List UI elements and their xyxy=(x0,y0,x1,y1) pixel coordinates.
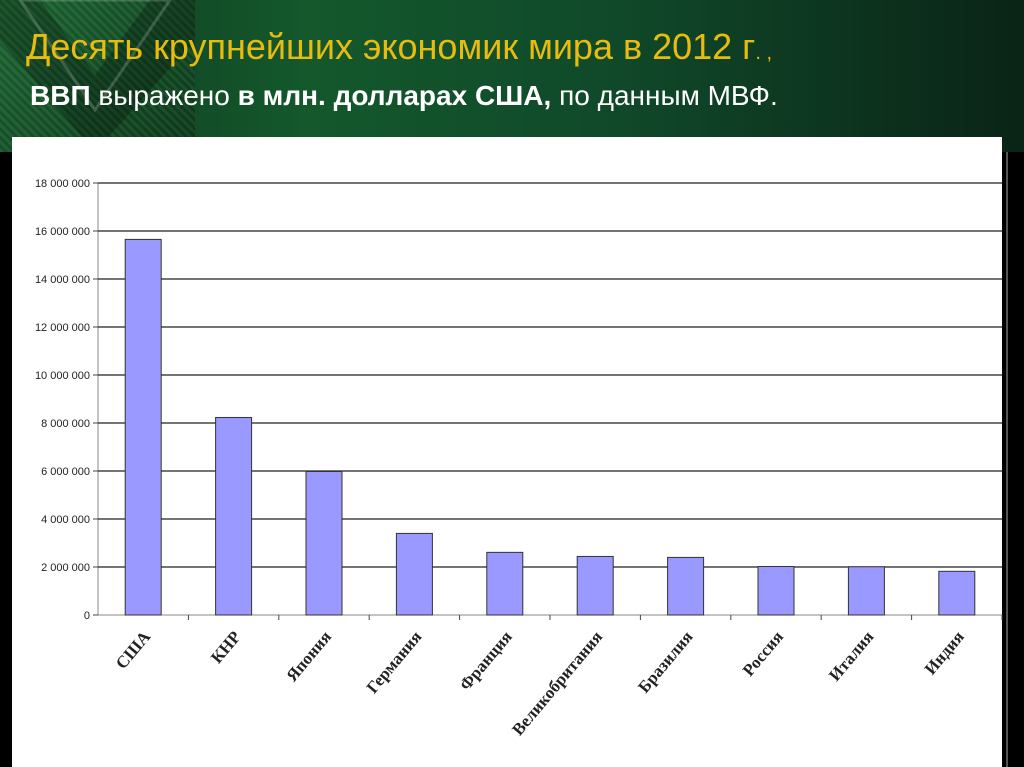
x-category-labels: США КНР Япония Германия ФранцияВеликобритани… xyxy=(112,627,968,739)
y-tick-label: 0 xyxy=(84,610,90,622)
bar xyxy=(938,570,976,616)
y-tick-label: 4 000 000 xyxy=(41,514,90,526)
bar xyxy=(667,556,705,616)
slide-title: Десять крупнейших экономик мира в 2012 г… xyxy=(26,26,772,68)
subtitle-gdp: ВВП xyxy=(30,80,91,111)
bar xyxy=(847,566,885,616)
x-category-label: КНР xyxy=(207,627,245,667)
subtitle-expressed: выражено xyxy=(90,80,238,111)
title-banner: Десять крупнейших экономик мира в 2012 г… xyxy=(0,0,1024,152)
bar xyxy=(486,551,524,616)
y-tick-label: 10 000 000 xyxy=(35,370,90,382)
bar xyxy=(305,470,343,616)
bar xyxy=(124,238,162,616)
y-tick-label: 18 000 000 xyxy=(35,178,90,190)
y-tick-label: 6 000 000 xyxy=(41,466,90,478)
x-category-label: Германия xyxy=(363,627,426,697)
x-category-label: Великобритания xyxy=(508,627,606,739)
x-category-label: Индия xyxy=(921,627,968,678)
x-category-label: Франция xyxy=(456,627,516,694)
chart-panel xyxy=(12,137,1002,767)
y-tick-label: 12 000 000 xyxy=(35,322,90,334)
y-tick-label: 16 000 000 xyxy=(35,226,90,238)
y-tick-label: 2 000 000 xyxy=(41,562,90,574)
subtitle-source: по данным МВФ. xyxy=(551,80,778,111)
bar xyxy=(576,555,614,616)
y-tick-label: 14 000 000 xyxy=(35,274,90,286)
x-category-label: Италия xyxy=(825,627,877,684)
slide-subtitle: ВВП выражено в млн. долларах США, по дан… xyxy=(30,80,778,112)
y-tick-labels: 0 2 000 000 4 000 000 6 000 000 8 000 000 10 … xyxy=(35,178,90,622)
bar xyxy=(395,532,433,616)
corner-ornament xyxy=(0,0,195,152)
bar-layer xyxy=(124,238,976,616)
bar xyxy=(215,416,253,616)
x-category-label: Россия xyxy=(739,627,787,679)
x-category-label: США xyxy=(112,627,155,673)
x-category-label: Бразилия xyxy=(634,627,696,696)
subtitle-units: в млн. долларах США, xyxy=(237,80,552,111)
y-tick-label: 8 000 000 xyxy=(41,418,90,430)
title-tail: . , xyxy=(755,42,772,64)
x-category-label: Япония xyxy=(282,627,335,685)
right-edge-rule xyxy=(1006,152,1008,767)
title-main: Десять крупнейших экономик мира в 2012 г xyxy=(26,26,756,67)
bar xyxy=(757,566,795,616)
